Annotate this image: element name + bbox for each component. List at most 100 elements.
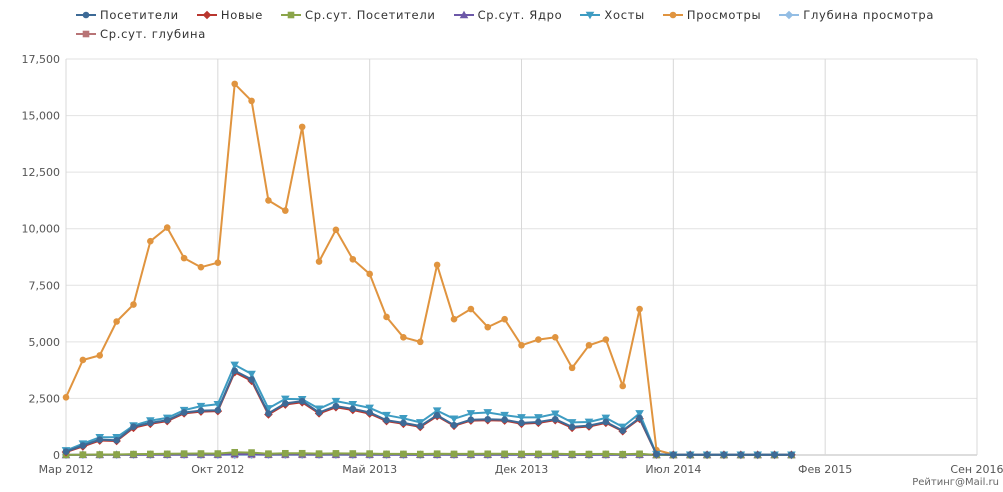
x-tick-label: Фев 2015 xyxy=(798,463,852,476)
data-point xyxy=(348,401,358,409)
data-point xyxy=(467,305,475,313)
data-point xyxy=(331,397,341,406)
y-tick-label: 7,500 xyxy=(29,279,61,292)
data-point xyxy=(567,419,577,427)
data-point xyxy=(96,436,104,443)
data-point xyxy=(298,123,306,131)
data-point xyxy=(163,416,171,424)
data-point xyxy=(788,451,795,459)
data-point xyxy=(79,442,87,449)
data-point xyxy=(231,367,239,375)
data-point xyxy=(534,414,543,422)
data-point xyxy=(366,270,373,278)
data-point xyxy=(383,416,390,424)
legend-label: Ср.сут. глубина xyxy=(100,27,206,41)
data-point xyxy=(535,336,542,343)
data-point xyxy=(113,451,120,458)
data-point xyxy=(231,448,239,456)
data-point xyxy=(450,421,458,429)
data-point xyxy=(551,450,559,458)
data-point xyxy=(535,418,542,426)
data-point xyxy=(568,423,576,431)
data-point xyxy=(653,451,660,458)
data-point xyxy=(214,450,222,457)
data-point xyxy=(602,450,610,458)
legend-item[interactable]: Новые xyxy=(196,7,263,24)
legend-item[interactable]: Ср.сут. Ядро xyxy=(453,7,563,24)
data-point xyxy=(484,415,492,423)
legend-label: Новые xyxy=(220,8,263,22)
x-tick-label: Дек 2013 xyxy=(495,463,549,476)
data-point xyxy=(467,450,475,458)
data-point xyxy=(416,422,424,430)
data-point xyxy=(298,449,306,457)
data-point xyxy=(180,409,188,416)
data-point xyxy=(349,255,357,263)
legend-item[interactable]: Ср.сут. глубина xyxy=(76,26,206,43)
data-point xyxy=(248,449,255,456)
legend-label: Ср.сут. Посетители xyxy=(304,8,436,22)
data-point xyxy=(315,450,323,457)
data-point xyxy=(686,451,694,459)
data-point xyxy=(568,450,576,458)
legend-item[interactable]: Просмотры xyxy=(662,7,762,24)
data-point xyxy=(349,405,357,413)
data-point xyxy=(433,261,441,269)
x-tick-label: Сен 2016 xyxy=(950,463,1003,476)
legend-item[interactable]: Глубина просмотра xyxy=(779,7,934,24)
data-point xyxy=(147,450,154,458)
data-point xyxy=(130,301,137,308)
data-point xyxy=(432,407,442,415)
data-point xyxy=(450,450,458,458)
data-point xyxy=(636,305,643,313)
data-point xyxy=(282,449,289,457)
x-tick-label: Окт 2012 xyxy=(191,463,244,476)
data-point xyxy=(332,402,340,410)
data-point xyxy=(62,393,70,401)
legend-swatch-icon xyxy=(580,9,601,21)
chart-legend: Посетители Новые Ср.сут. Посетители Ср.сут.… xyxy=(76,6,996,44)
data-point xyxy=(670,451,677,459)
data-point xyxy=(281,395,290,404)
data-point xyxy=(96,451,104,458)
data-point xyxy=(214,259,222,266)
data-point xyxy=(484,323,492,331)
data-point xyxy=(636,450,643,458)
legend-item[interactable]: Ср.сут. Посетители xyxy=(280,7,436,24)
data-point xyxy=(180,450,188,457)
data-point xyxy=(635,410,644,418)
data-point xyxy=(197,450,205,457)
data-point xyxy=(332,450,340,457)
data-point xyxy=(619,382,627,390)
data-point xyxy=(551,334,559,341)
data-point xyxy=(163,224,171,231)
data-point xyxy=(96,352,104,359)
legend-label: Глубина просмотра xyxy=(803,8,935,22)
data-point xyxy=(433,411,441,419)
legend-label: Хосты xyxy=(604,8,645,22)
legend-item[interactable]: Посетители xyxy=(76,7,179,24)
data-point xyxy=(517,414,526,422)
data-point xyxy=(568,364,576,372)
legend-swatch-icon xyxy=(76,28,96,40)
data-point xyxy=(400,334,407,341)
data-point xyxy=(483,409,493,417)
data-point xyxy=(703,451,711,459)
data-point xyxy=(585,450,593,458)
y-tick-label: 12,500 xyxy=(22,166,61,179)
legend-swatch-icon xyxy=(76,9,96,21)
data-point xyxy=(163,450,171,458)
legend-swatch-icon xyxy=(779,9,800,21)
data-point xyxy=(62,448,70,455)
y-tick-label: 10,000 xyxy=(22,223,61,236)
data-point xyxy=(265,197,272,204)
data-point xyxy=(265,450,272,457)
data-point xyxy=(130,450,137,458)
legend-item[interactable]: Хосты xyxy=(580,7,645,24)
data-point xyxy=(518,419,525,427)
data-point xyxy=(298,397,306,405)
legend-label: Просмотры xyxy=(686,8,762,22)
data-point xyxy=(400,419,407,427)
legend-swatch-icon xyxy=(280,9,301,21)
